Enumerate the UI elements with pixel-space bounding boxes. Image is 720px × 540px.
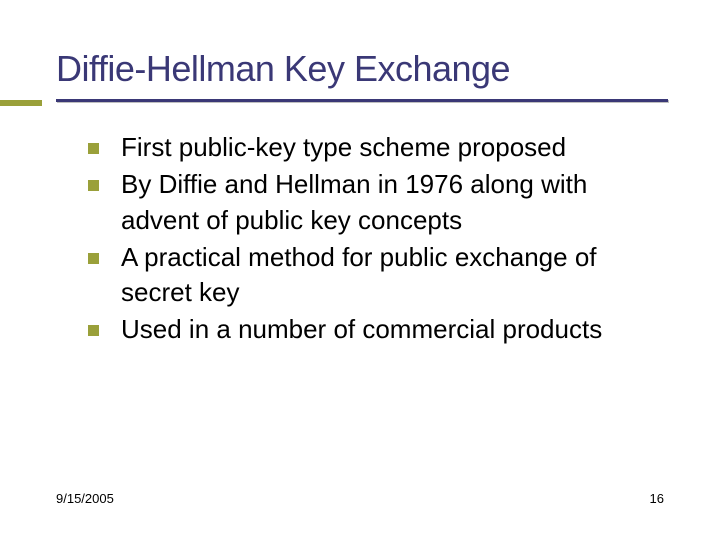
accent-bar: [0, 100, 42, 106]
square-bullet-icon: [88, 325, 99, 336]
square-bullet-icon: [88, 143, 99, 154]
title-underline: [56, 99, 668, 102]
slide-footer: 9/15/2005 16: [56, 491, 664, 506]
list-item: Used in a number of commercial products: [88, 312, 664, 347]
footer-page-number: 16: [650, 491, 664, 506]
square-bullet-icon: [88, 180, 99, 191]
list-item: A practical method for public exchange o…: [88, 240, 664, 310]
slide-container: Diffie-Hellman Key Exchange First public…: [0, 0, 720, 540]
bullet-text: First public-key type scheme proposed: [121, 130, 566, 165]
bullet-text: Used in a number of commercial products: [121, 312, 602, 347]
bullet-text: A practical method for public exchange o…: [121, 240, 664, 310]
list-item: By Diffie and Hellman in 1976 along with…: [88, 167, 664, 237]
bullet-text: By Diffie and Hellman in 1976 along with…: [121, 167, 664, 237]
bullet-list: First public-key type scheme proposed By…: [56, 130, 664, 347]
title-block: Diffie-Hellman Key Exchange: [56, 48, 664, 102]
square-bullet-icon: [88, 253, 99, 264]
slide-title: Diffie-Hellman Key Exchange: [56, 48, 664, 89]
footer-date: 9/15/2005: [56, 491, 114, 506]
list-item: First public-key type scheme proposed: [88, 130, 664, 165]
